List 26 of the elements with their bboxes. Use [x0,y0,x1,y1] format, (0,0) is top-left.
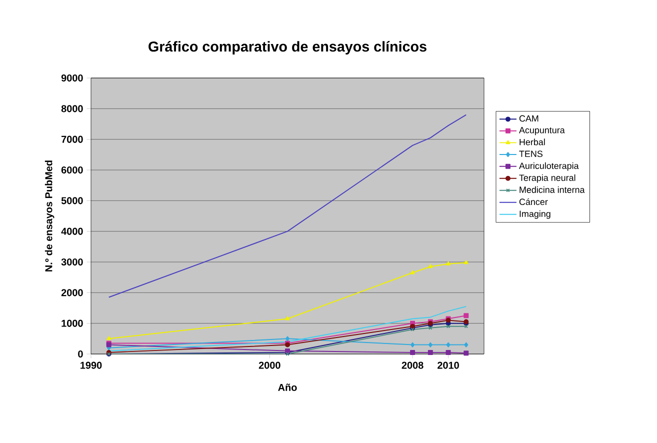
legend-label: CAM [519,115,538,122]
x-tick-label: 1990 [80,362,102,369]
y-tick-label: 0 [78,350,83,358]
y-tick-label: 2000 [61,289,83,296]
y-tick-label: 8000 [61,105,83,112]
legend-label: TENS [519,150,542,158]
legend-label: Herbal [520,138,545,146]
y-tick-label: 9000 [61,74,83,82]
y-tick-label: 3000 [61,258,83,266]
legend-label: Acupuntura [518,127,565,136]
legend-label: Cáncer [519,198,548,206]
y-tick-label: 7000 [61,136,83,143]
chart-title: Gráfico comparativo de ensayos clínicos [148,41,426,55]
x-tick-label: 2000 [258,362,280,369]
y-tick-label: 6000 [61,166,83,174]
legend-label: Terapia neural [519,174,576,183]
y-tick-label: 5000 [61,197,83,204]
legend-label: Auriculoterapia [518,162,579,171]
y-tick-label: 1000 [62,320,83,327]
x-tick-label: 2010 [438,362,459,369]
x-tick-label: 2008 [402,362,424,369]
x-axis-title: Año [278,384,297,391]
y-tick-label: 4000 [61,228,83,235]
y-axis-title: N.º de ensayos PubMed [44,160,54,272]
legend-label: Medicina interna [520,186,585,193]
legend-label: Imaging [520,210,550,219]
